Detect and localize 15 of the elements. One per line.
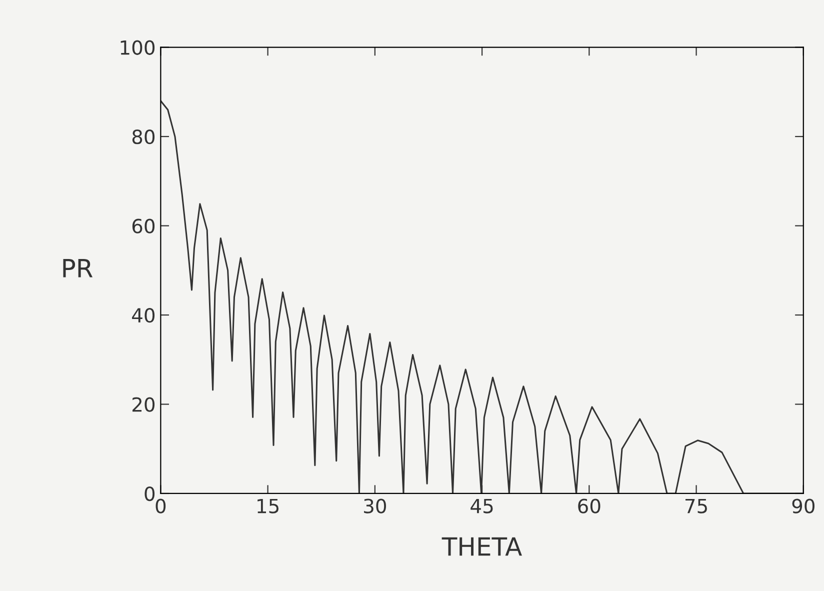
y-tick-label: 40 xyxy=(132,308,155,323)
y-tick-label: 20 xyxy=(132,397,155,412)
x-tick-label: 90 xyxy=(792,498,814,514)
x-tick-label: 15 xyxy=(258,498,278,514)
x-tick-label: 60 xyxy=(578,498,600,514)
y-tick-label: 60 xyxy=(132,218,155,234)
x-tick-label: 0 xyxy=(156,498,166,514)
x-tick-label: 75 xyxy=(686,498,707,514)
x-tick-label: 30 xyxy=(364,498,386,514)
x-axis-title: THETA xyxy=(442,537,522,556)
x-tick-label: 45 xyxy=(470,498,493,514)
y-tick-label: 0 xyxy=(144,486,155,502)
y-axis-title: PR xyxy=(63,259,93,278)
y-tick-label: 80 xyxy=(132,129,155,144)
y-tick-label: 100 xyxy=(120,40,155,55)
